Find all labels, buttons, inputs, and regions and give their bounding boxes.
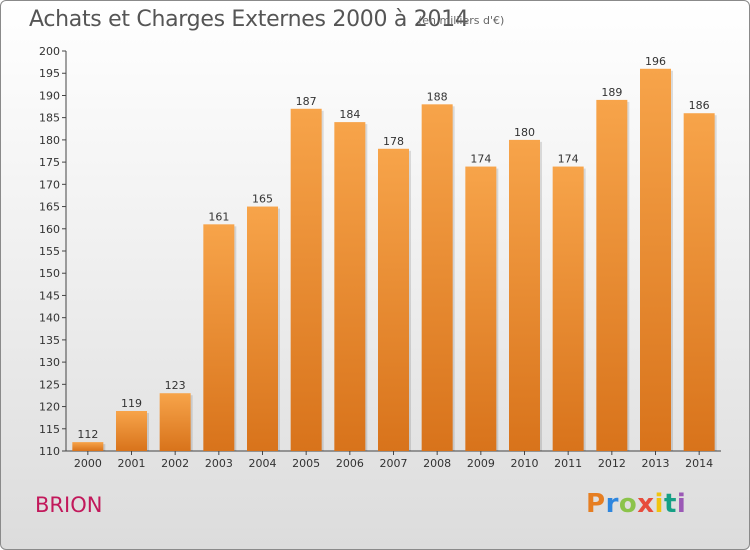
y-tick-label: 190	[39, 89, 60, 102]
logo-letter: P	[586, 489, 606, 519]
y-tick-label: 135	[39, 334, 60, 347]
bar	[72, 442, 104, 451]
data-label: 178	[383, 135, 404, 148]
y-tick-label: 195	[39, 67, 60, 80]
data-label: 174	[470, 153, 491, 166]
x-tick-label: 2014	[685, 457, 713, 470]
x-tick-label: 2006	[336, 457, 364, 470]
bar	[683, 113, 715, 451]
x-tick-label: 2001	[118, 457, 146, 470]
bar	[378, 148, 409, 451]
data-label: 161	[208, 210, 229, 223]
y-tick-label: 130	[39, 356, 60, 369]
logo-letter: r	[605, 489, 619, 519]
x-tick-label: 2008	[423, 457, 451, 470]
data-label: 187	[296, 95, 317, 108]
bar	[552, 166, 584, 452]
logo-letter: t	[663, 489, 677, 519]
y-tick-label: 150	[39, 267, 60, 280]
x-tick-label: 2009	[467, 457, 495, 470]
data-label: 186	[689, 99, 710, 112]
chart-axes: 110 115 120 125 130 135 140 145 150 155 160 165 170 1…	[39, 45, 721, 458]
chart-subtitle: (en milliers d'€)	[418, 14, 505, 27]
x-tick-label: 2012	[598, 457, 626, 470]
bar	[334, 122, 366, 451]
bar	[247, 206, 278, 451]
data-label: 184	[339, 108, 360, 121]
data-label: 188	[427, 90, 448, 103]
data-label: 174	[558, 153, 579, 166]
data-label: 180	[514, 126, 535, 139]
x-tick-label: 2004	[249, 457, 277, 470]
proxiti-logo: Proxiti	[586, 489, 686, 519]
chart-labels: 2000 112 2001 119 2002 123 2003 161 2004 165 2005 1…	[74, 55, 713, 470]
logo-letter: i	[654, 489, 664, 519]
bar	[290, 108, 322, 452]
x-tick-label: 2000	[74, 457, 102, 470]
chart-title: Achats et Charges Externes 2000 à 2014	[29, 7, 469, 32]
bar	[465, 166, 497, 452]
bar	[116, 411, 147, 451]
y-tick-label: 115	[39, 423, 60, 436]
y-tick-label: 185	[39, 112, 60, 125]
y-tick-label: 170	[39, 178, 60, 191]
y-tick-label: 165	[39, 201, 60, 214]
x-tick-label: 2011	[554, 457, 582, 470]
y-tick-label: 145	[39, 289, 60, 302]
x-tick-label: 2002	[161, 457, 189, 470]
logo-letter: i	[676, 489, 687, 519]
data-label: 112	[77, 428, 98, 441]
bar	[596, 99, 628, 451]
y-tick-label: 140	[39, 312, 60, 325]
bar	[203, 224, 235, 451]
x-tick-label: 2007	[380, 457, 408, 470]
data-label: 119	[121, 397, 142, 410]
y-tick-label: 110	[39, 445, 60, 458]
y-tick-label: 200	[39, 45, 60, 58]
chart-bars	[72, 68, 717, 452]
bar	[159, 393, 191, 451]
data-label: 165	[252, 193, 273, 206]
data-label: 189	[601, 86, 622, 99]
bar	[640, 68, 671, 452]
y-tick-label: 180	[39, 134, 60, 147]
bar	[509, 139, 540, 451]
data-label: 196	[645, 55, 666, 68]
x-tick-label: 2013	[642, 457, 670, 470]
data-label: 123	[165, 379, 186, 392]
commune-name: BRION	[35, 493, 103, 517]
x-tick-label: 2003	[205, 457, 233, 470]
y-tick-label: 125	[39, 378, 60, 391]
x-tick-label: 2010	[511, 457, 539, 470]
bar	[421, 104, 453, 451]
y-tick-label: 160	[39, 223, 60, 236]
y-tick-label: 175	[39, 156, 60, 169]
logo-letter: x	[637, 489, 655, 519]
y-tick-label: 155	[39, 245, 60, 258]
y-tick-label: 120	[39, 401, 60, 414]
x-tick-label: 2005	[292, 457, 320, 470]
logo-letter: o	[618, 489, 638, 519]
